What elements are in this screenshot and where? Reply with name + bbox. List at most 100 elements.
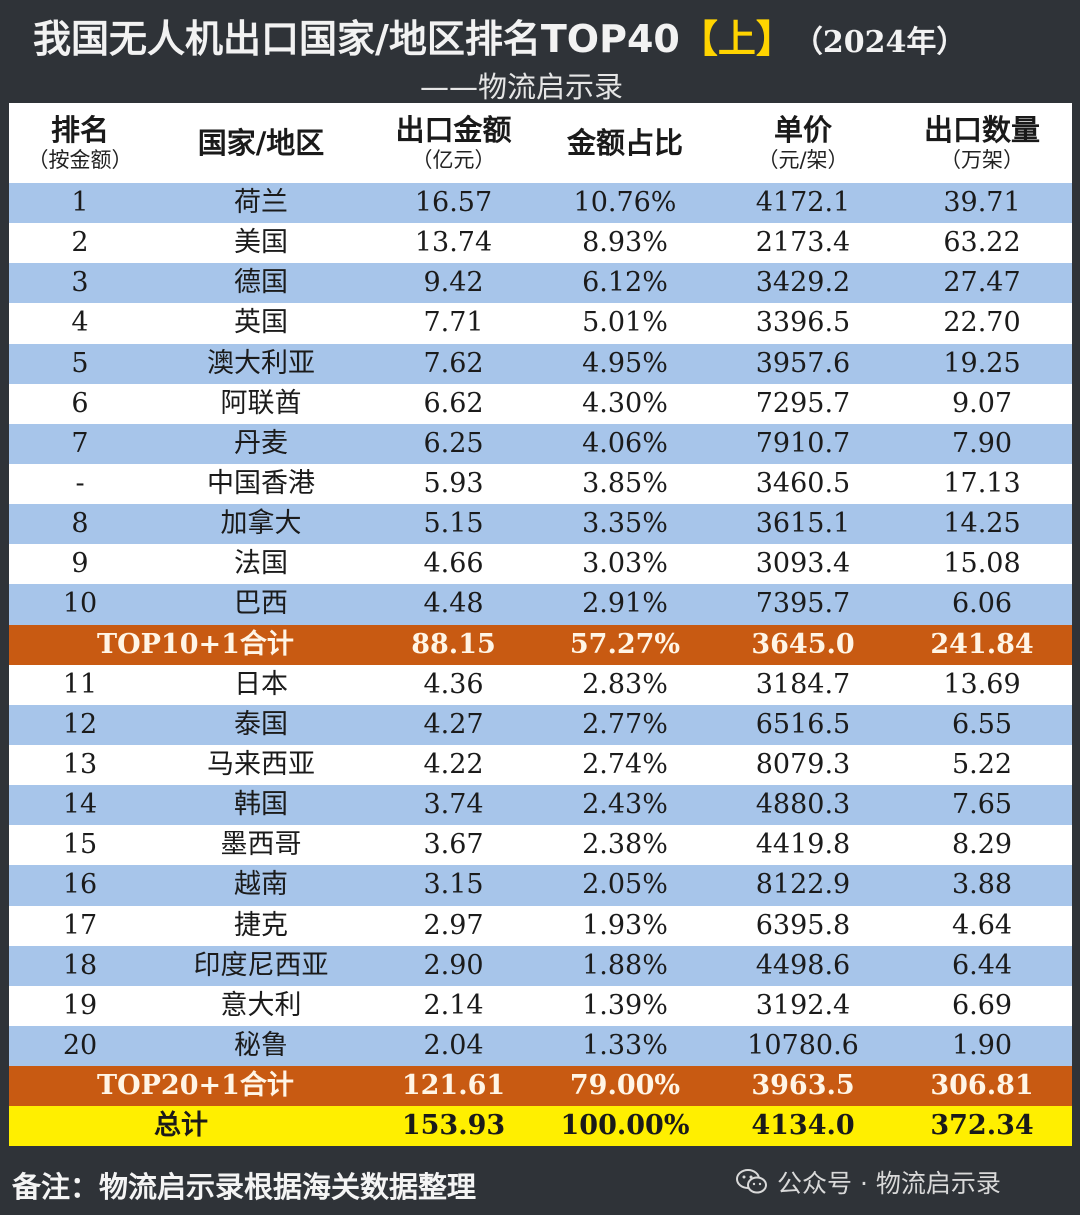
- cell-rank: 6: [71, 387, 89, 419]
- cell-qty: 4.64: [951, 909, 1013, 941]
- cell-price: 6516.5: [755, 708, 851, 740]
- cell-name: 意大利: [220, 989, 302, 1021]
- cell-share: 10.76%: [573, 187, 677, 219]
- cell-name: 德国: [234, 267, 288, 299]
- header-label: 金额占比: [566, 126, 683, 160]
- cell-rank: 4: [71, 307, 89, 339]
- cell-amount: 4.48: [423, 588, 484, 620]
- header-cell: 排名 （按金额）: [9, 113, 151, 173]
- header-label: 出口金额: [395, 113, 512, 147]
- cell-share: 4.30%: [582, 387, 668, 419]
- cell-qty: 6.69: [951, 989, 1013, 1021]
- cell-amount: 88.15: [411, 628, 496, 660]
- table-row: 9 法国 4.66 3.03% 3093.4 15.08: [9, 544, 1072, 585]
- cell-rank: 15: [62, 829, 98, 861]
- summary-label: 总计: [154, 1110, 208, 1142]
- cell-qty: 19.25: [943, 347, 1021, 379]
- cell-rank: 5: [71, 347, 89, 379]
- cell-share: 1.93%: [582, 909, 668, 941]
- cell-name: 英国: [234, 307, 288, 339]
- header-unit: （万架）: [940, 148, 1024, 172]
- cell-qty: 63.22: [943, 227, 1021, 259]
- cell-amount: 2.97: [423, 909, 484, 941]
- cell-name: 越南: [234, 869, 288, 901]
- footer-note: 备注：物流启示录根据海关数据整理: [12, 1170, 477, 1204]
- cell-price: 3093.4: [755, 548, 851, 580]
- cell-amount: 4.27: [423, 708, 484, 740]
- title-year: （2024年）: [807, 25, 967, 60]
- cell-name: 法国: [234, 548, 288, 580]
- header: 我国无人机出口国家/地区排名TOP40【上】 （2024年） ——物流启示录: [0, 0, 1080, 104]
- summary-label: TOP20+1合计: [97, 1070, 294, 1102]
- cell-amount: 13.74: [414, 227, 493, 259]
- cell-qty: 7.65: [951, 789, 1013, 821]
- cell-qty: 1.90: [951, 1030, 1013, 1062]
- cell-amount: 2.04: [423, 1030, 484, 1062]
- cell-amount: 3.74: [423, 789, 484, 821]
- cell-share: 2.05%: [582, 869, 668, 901]
- watermark-text: 公众号 · 物流启示录: [777, 1169, 1001, 1198]
- header-label: 出口数量: [923, 113, 1040, 147]
- cell-amount: 4.66: [423, 548, 484, 580]
- header-cell: 国家/地区: [151, 126, 371, 160]
- cell-amount: 4.36: [423, 668, 484, 700]
- cell-amount: 2.14: [423, 989, 484, 1021]
- cell-name: 秘鲁: [234, 1030, 288, 1062]
- cell-name: 中国香港: [207, 468, 315, 500]
- cell-name: 荷兰: [234, 187, 288, 219]
- cell-amount: 6.25: [423, 427, 484, 459]
- cell-share: 4.95%: [582, 347, 668, 379]
- cell-name: 日本: [234, 668, 288, 700]
- cell-rank: 12: [62, 708, 98, 740]
- cell-rank: 19: [62, 989, 98, 1021]
- header-unit: （元/架）: [757, 148, 849, 172]
- cell-price: 6395.8: [755, 909, 851, 941]
- cell-price: 7395.7: [755, 588, 851, 620]
- table-row: 10 巴西 4.48 2.91% 7395.7 6.06: [9, 584, 1072, 625]
- cell-qty: 241.84: [930, 628, 1034, 660]
- cell-name: 韩国: [234, 789, 288, 821]
- cell-qty: 6.06: [951, 588, 1013, 620]
- cell-rank: 14: [62, 789, 98, 821]
- cell-qty: 15.08: [943, 548, 1021, 580]
- cell-share: 2.43%: [582, 789, 668, 821]
- summary-row: TOP10+1合计 88.15 57.27% 3645.0 241.84: [9, 624, 1072, 665]
- table-row: 11 日本 4.36 2.83% 3184.7 13.69: [9, 664, 1072, 705]
- table-row: 8 加拿大 5.15 3.35% 3615.1 14.25: [9, 504, 1072, 545]
- cell-name: 美国: [234, 227, 288, 259]
- cell-qty: 3.88: [951, 869, 1013, 901]
- cell-name: 泰国: [234, 708, 288, 740]
- header-cell: 金额占比: [536, 126, 714, 160]
- cell-share: 3.03%: [582, 548, 668, 580]
- cell-qty: 306.81: [930, 1070, 1034, 1102]
- cell-price: 3429.2: [755, 267, 851, 299]
- cell-share: 4.06%: [582, 427, 668, 459]
- footer: 备注：物流启示录根据海关数据整理 公众号 · 物流启示录: [0, 1152, 1080, 1215]
- table-row: 20 秘鲁 2.04 1.33% 10780.6 1.90: [9, 1025, 1072, 1067]
- cell-price: 3192.4: [755, 989, 851, 1021]
- table-row: 1 荷兰 16.57 10.76% 4172.1 39.71: [9, 183, 1072, 224]
- cell-price: 7910.7: [755, 427, 851, 459]
- cell-price: 3396.5: [755, 307, 851, 339]
- cell-amount: 9.42: [423, 267, 484, 299]
- cell-share: 100.00%: [560, 1110, 690, 1142]
- cell-amount: 153.93: [401, 1110, 506, 1142]
- cell-share: 2.38%: [582, 829, 668, 861]
- cell-share: 8.93%: [582, 227, 668, 259]
- cell-share: 2.77%: [582, 708, 668, 740]
- cell-rank: 10: [62, 588, 98, 620]
- header-cell: 出口数量 （万架）: [892, 113, 1072, 173]
- cell-name: 丹麦: [234, 427, 288, 459]
- table-row: - 中国香港 5.93 3.85% 3460.5 17.13: [9, 463, 1072, 505]
- cell-amount: 4.22: [423, 749, 484, 781]
- cell-qty: 6.55: [951, 708, 1013, 740]
- cell-share: 2.74%: [582, 749, 668, 781]
- cell-qty: 5.22: [951, 749, 1013, 781]
- header-label: 国家/地区: [197, 126, 325, 160]
- cell-amount: 7.71: [423, 307, 484, 339]
- cell-price: 3957.6: [755, 347, 851, 379]
- cell-price: 3645.0: [751, 628, 855, 660]
- cell-rank: 11: [62, 668, 98, 700]
- table-row: 2 美国 13.74 8.93% 2173.4 63.22: [9, 223, 1072, 264]
- cell-amount: 121.61: [401, 1070, 506, 1102]
